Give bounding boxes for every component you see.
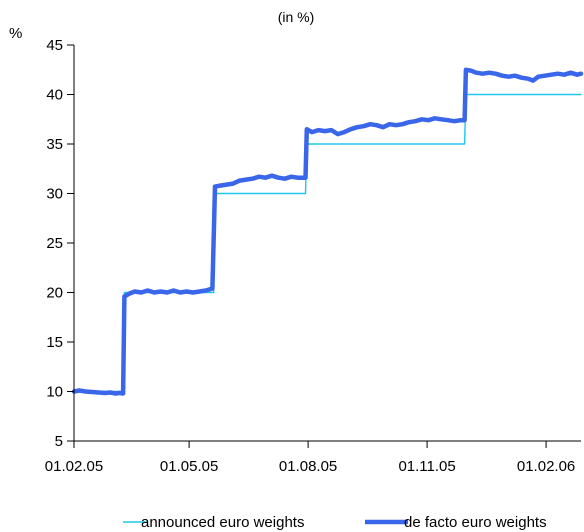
y-tick-label: 25 [46, 235, 63, 252]
y-tick-label: 40 [46, 87, 63, 104]
plot-area [71, 67, 584, 396]
legend-item-de-facto: de facto euro weights [365, 514, 547, 531]
series-line-de-facto [71, 67, 584, 396]
y-axis: 5 10 15 20 25 30 35 40 45 [46, 37, 74, 450]
y-axis-unit-label: % [9, 25, 22, 42]
legend-label-de-facto: de facto euro weights [404, 514, 547, 531]
series-line-announced [73, 93, 582, 393]
legend: announced euro weights de facto euro wei… [123, 514, 547, 531]
y-tick-label: 5 [55, 433, 63, 450]
y-tick-label: 30 [46, 186, 63, 203]
legend-item-announced: announced euro weights [123, 514, 304, 531]
x-tick-label: 01.11.05 [398, 458, 455, 475]
x-tick-label: 01.08.05 [279, 458, 337, 475]
y-tick-label: 45 [46, 37, 63, 54]
y-tick-label: 20 [46, 285, 63, 302]
x-tick-label: 01.02.05 [45, 458, 103, 475]
y-tick-label: 15 [46, 334, 63, 351]
y-tick-label: 35 [46, 136, 63, 153]
legend-label-announced: announced euro weights [141, 514, 304, 531]
chart-subtitle: (in %) [278, 9, 315, 25]
x-tick-label: 01.05.05 [160, 458, 218, 475]
x-tick-label: 01.02.06 [517, 458, 575, 475]
x-axis: 01.02.05 01.05.05 01.08.05 01.11.05 01.02.06 [45, 441, 575, 475]
y-tick-label: 10 [46, 384, 63, 401]
